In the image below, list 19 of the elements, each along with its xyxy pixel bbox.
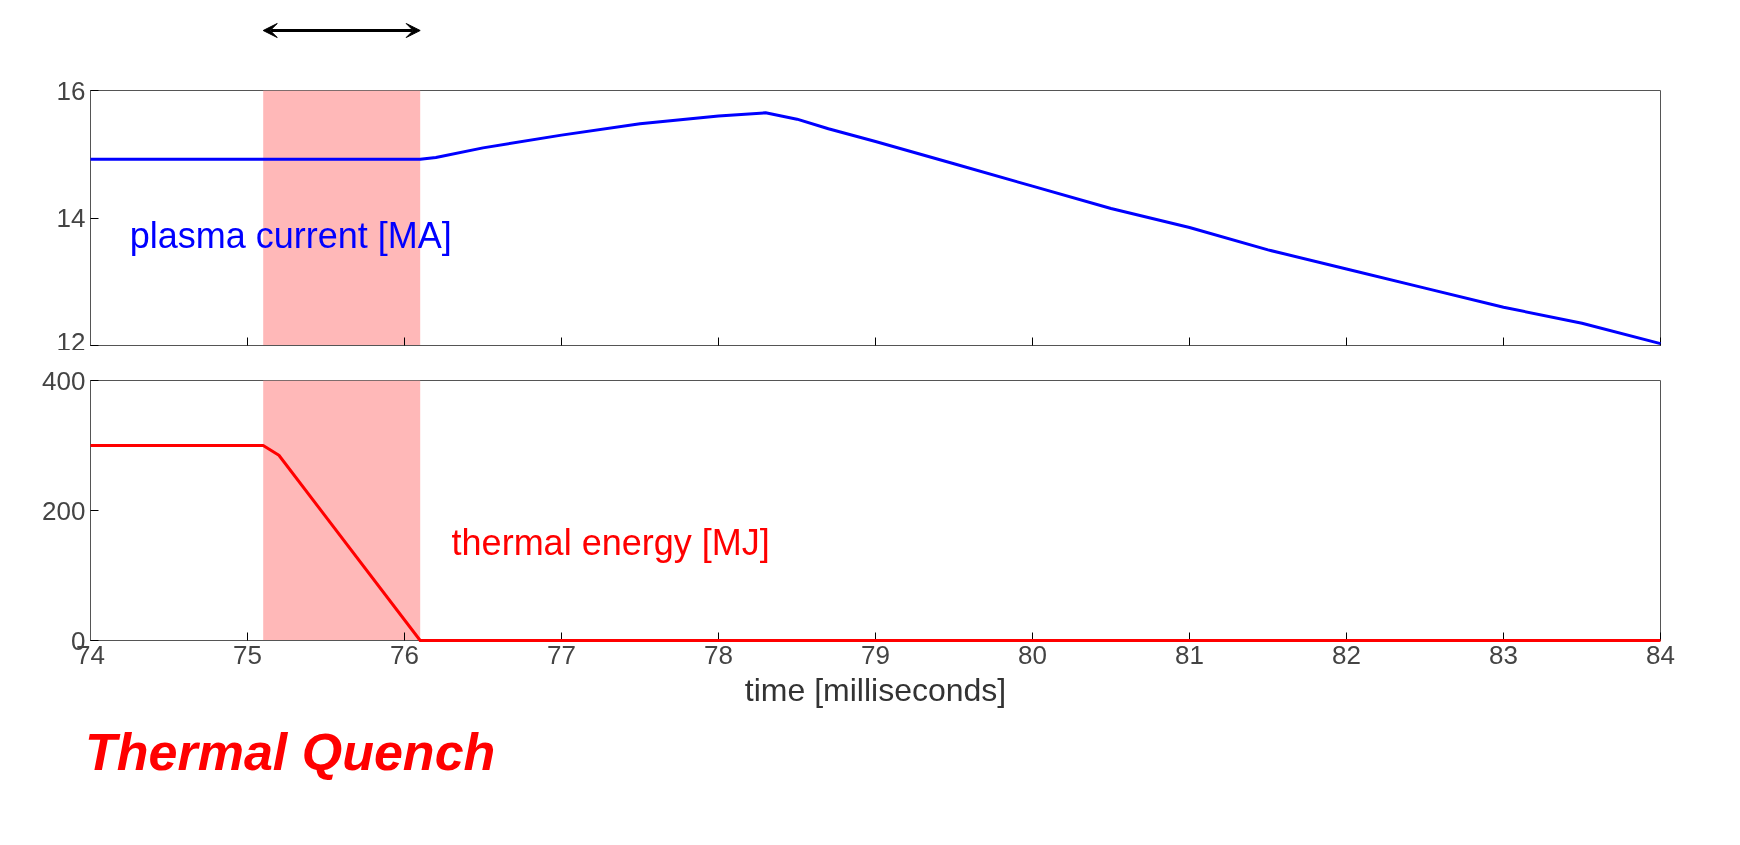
x-tick-label: 83	[1489, 639, 1518, 670]
x-tick-label: 77	[547, 639, 576, 670]
y-tick-label: 400	[42, 365, 86, 396]
x-tick-label: 75	[233, 639, 262, 670]
text: thermal energy [MJ]	[451, 521, 770, 563]
x-tick-label: 76	[390, 639, 419, 670]
y-tick-label: 14	[56, 203, 86, 233]
x-tick-label: 80	[1018, 639, 1047, 670]
y-tick-label: 16	[56, 75, 86, 106]
x-tick-label: 82	[1332, 639, 1361, 670]
series-label: plasma current [MA]	[129, 215, 452, 257]
x-tick-label: 84	[1646, 639, 1675, 670]
y-tick-label: 200	[42, 495, 86, 526]
x-axis-title: time [milliseconds]	[744, 671, 1007, 708]
x-tick-label: 81	[1175, 639, 1204, 670]
x-tick-label: 79	[861, 639, 890, 670]
y-tick-label: 12	[56, 326, 86, 357]
text: Thermal Quench	[85, 722, 496, 783]
x-tick-label: 78	[704, 639, 733, 670]
